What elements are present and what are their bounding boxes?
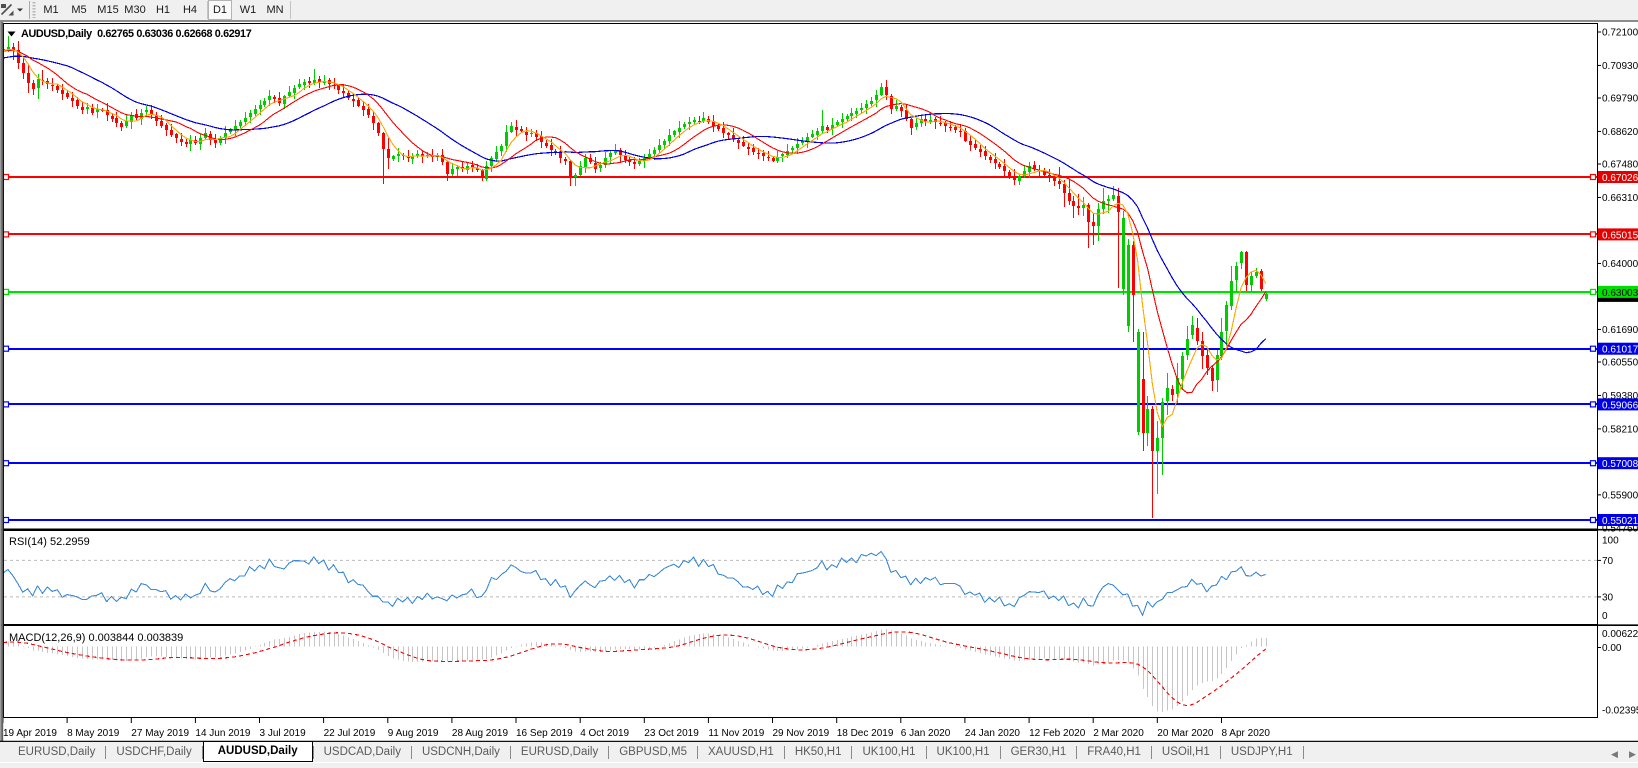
svg-text:24 Jan 2020: 24 Jan 2020	[965, 728, 1020, 739]
svg-text:4 Oct 2019: 4 Oct 2019	[580, 728, 629, 739]
svg-text:0.61017: 0.61017	[1602, 345, 1638, 356]
svg-text:0.57008: 0.57008	[1602, 459, 1638, 470]
svg-text:0.59066: 0.59066	[1602, 400, 1638, 411]
svg-text:11 Nov 2019: 11 Nov 2019	[708, 728, 764, 739]
svg-text:19 Apr 2019: 19 Apr 2019	[3, 728, 57, 739]
svg-text:0: 0	[1602, 611, 1608, 622]
svg-text:2 Mar 2020: 2 Mar 2020	[1093, 728, 1144, 739]
svg-text:0.55900: 0.55900	[1602, 491, 1638, 502]
svg-text:-0.02395: -0.02395	[1602, 706, 1638, 717]
svg-text:30: 30	[1602, 593, 1614, 604]
svg-text:0.67480: 0.67480	[1602, 160, 1638, 171]
svg-text:0.69790: 0.69790	[1602, 94, 1638, 105]
svg-text:0.63003: 0.63003	[1602, 288, 1638, 299]
svg-text:12 Feb 2020: 12 Feb 2020	[1029, 728, 1086, 739]
svg-text:27 May 2019: 27 May 2019	[131, 728, 189, 739]
svg-text:18 Dec 2019: 18 Dec 2019	[837, 728, 894, 739]
svg-text:8 May 2019: 8 May 2019	[67, 728, 120, 739]
svg-text:100: 100	[1602, 536, 1619, 547]
svg-text:16 Sep 2019: 16 Sep 2019	[516, 728, 573, 739]
svg-text:9 Aug 2019: 9 Aug 2019	[388, 728, 439, 739]
svg-text:0.60550: 0.60550	[1602, 358, 1638, 369]
svg-text:0.59380: 0.59380	[1602, 391, 1638, 402]
svg-text:RSI(14) 52.2959: RSI(14) 52.2959	[9, 536, 90, 548]
svg-text:29 Nov 2019: 29 Nov 2019	[773, 728, 830, 739]
svg-text:8 Apr 2020: 8 Apr 2020	[1222, 728, 1271, 739]
svg-text:0.55021: 0.55021	[1602, 516, 1638, 527]
svg-text:0.54760: 0.54760	[1602, 524, 1638, 535]
svg-text:MACD(12,26,9) 0.003844 0.00383: MACD(12,26,9) 0.003844 0.003839	[9, 632, 183, 644]
svg-text:28 Aug 2019: 28 Aug 2019	[452, 728, 509, 739]
svg-text:0.58210: 0.58210	[1602, 425, 1638, 436]
svg-text:0.68620: 0.68620	[1602, 127, 1638, 138]
svg-text:0.67026: 0.67026	[1602, 173, 1638, 184]
svg-text:0.61690: 0.61690	[1602, 325, 1638, 336]
svg-text:6 Jan 2020: 6 Jan 2020	[901, 728, 951, 739]
svg-text:AUDUSD,Daily 0.62765 0.63036: AUDUSD,Daily 0.62765 0.63036 0.62668 0.6…	[21, 28, 252, 40]
svg-text:0.65015: 0.65015	[1602, 230, 1638, 241]
svg-text:0.70930: 0.70930	[1602, 61, 1638, 72]
svg-text:70: 70	[1602, 556, 1614, 567]
svg-text:3 Jul 2019: 3 Jul 2019	[260, 728, 307, 739]
svg-text:23 Oct 2019: 23 Oct 2019	[644, 728, 699, 739]
svg-text:0.66310: 0.66310	[1602, 193, 1638, 204]
svg-text:0.72100: 0.72100	[1602, 28, 1638, 39]
svg-text:20 Mar 2020: 20 Mar 2020	[1157, 728, 1214, 739]
svg-text:22 Jul 2019: 22 Jul 2019	[324, 728, 376, 739]
svg-text:14 Jun 2019: 14 Jun 2019	[195, 728, 250, 739]
svg-text:0.00622: 0.00622	[1602, 629, 1638, 640]
svg-text:0.00: 0.00	[1602, 643, 1622, 654]
svg-text:0.64000: 0.64000	[1602, 259, 1638, 270]
